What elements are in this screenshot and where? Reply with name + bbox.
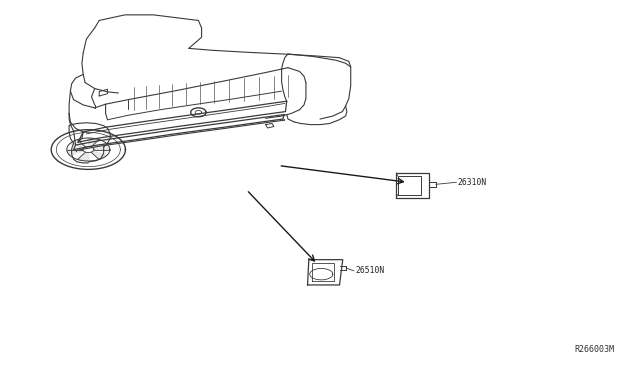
Polygon shape <box>93 144 110 150</box>
Text: 26310N: 26310N <box>458 178 487 187</box>
Polygon shape <box>70 140 86 148</box>
Polygon shape <box>67 150 83 155</box>
Polygon shape <box>77 152 88 161</box>
Text: R266003M: R266003M <box>575 345 614 354</box>
Text: 26510N: 26510N <box>355 266 385 275</box>
Polygon shape <box>88 138 99 147</box>
Polygon shape <box>91 151 107 160</box>
